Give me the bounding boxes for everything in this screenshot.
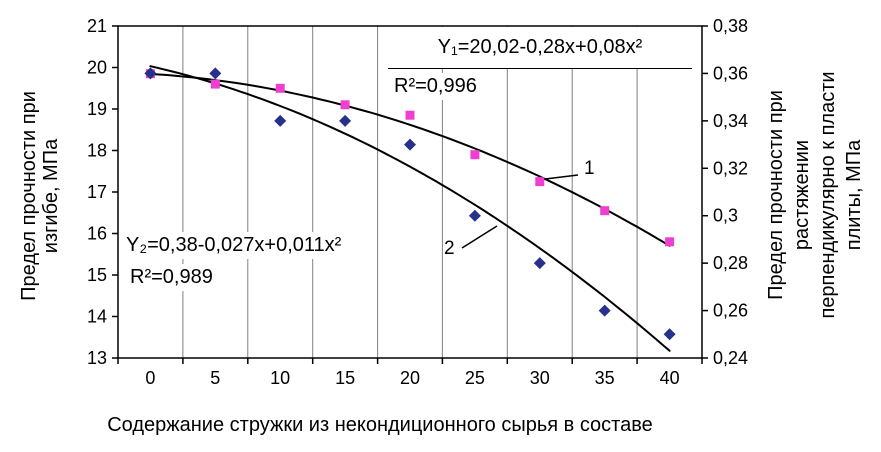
x-axis-tick-label: 5 [210,368,220,388]
left-axis-tick-label: 17 [87,182,107,202]
right-axis-title: Предел прочности при растяжении перпенди… [765,71,865,319]
series1-square-marker [470,150,480,160]
series2-label-leader-line [461,225,498,249]
series1-square-marker [600,206,610,216]
left-axis-tick-label: 16 [87,224,107,244]
x-axis-tick-label: 15 [335,368,355,388]
left-axis-tick-label: 20 [87,58,107,78]
right-axis-tick-label: 0,34 [713,111,748,131]
x-axis-tick-label: 40 [660,368,680,388]
trendline-series-2 [149,65,671,352]
series1-square-marker [535,177,545,187]
series2-diamond-marker [663,328,676,341]
right-axis-tick-label: 0,3 [713,206,738,226]
left-axis-tick-label: 15 [87,265,107,285]
series1-square-marker [275,83,285,93]
x-axis-title: Содержание стружки из некондиционного сы… [107,414,653,436]
series2-diamond-marker [274,114,287,127]
series2-diamond-marker [533,257,546,270]
left-axis-tick-label: 18 [87,141,107,161]
series1-curve-label: 1 [584,158,595,179]
series2-diamond-marker [598,304,611,317]
series2-diamond-marker [468,209,481,222]
x-axis-tick-label: 0 [145,368,155,388]
x-axis-tick-label: 30 [530,368,550,388]
trendline2-equation: Y₂=0,38-0,027x+0,011x² [124,232,352,259]
x-axis-tick-label: 20 [400,368,420,388]
series1-square-marker [340,100,350,110]
right-axis-tick-label: 0,24 [713,348,748,368]
series2-diamond-marker [209,67,222,80]
right-axis-tick-label: 0,36 [713,63,748,83]
series2-diamond-marker [404,138,416,151]
trendline2-r-squared: R²=0,989 [128,264,221,291]
x-axis-tick-label: 25 [465,368,485,388]
left-axis-tick-label: 13 [87,348,107,368]
x-axis-tick-label: 10 [270,368,290,388]
x-axis-tick-label: 35 [595,368,615,388]
trendline1-equation: Y₁=20,02-0,28x+0,08x² [388,27,692,69]
left-axis-tick-label: 14 [87,307,107,327]
series2-diamond-marker [339,114,352,127]
trendline-series-1 [149,73,671,247]
left-axis-title: Предел прочности при изгибе, МПа [18,91,62,301]
trendline1-r-squared: R²=0,996 [392,73,485,100]
series1-square-marker [210,79,220,89]
right-axis-tick-label: 0,26 [713,301,748,321]
left-axis-tick-label: 21 [87,16,107,36]
right-axis-tick-label: 0,32 [713,158,748,178]
right-axis-tick-label: 0,28 [713,253,748,273]
left-axis-tick-label: 19 [87,99,107,119]
series2-diamond-marker [144,67,157,80]
right-axis-tick-label: 0,38 [713,16,748,36]
series1-square-marker [665,237,675,247]
series1-square-marker [405,110,415,120]
series2-curve-label: 2 [444,238,455,259]
